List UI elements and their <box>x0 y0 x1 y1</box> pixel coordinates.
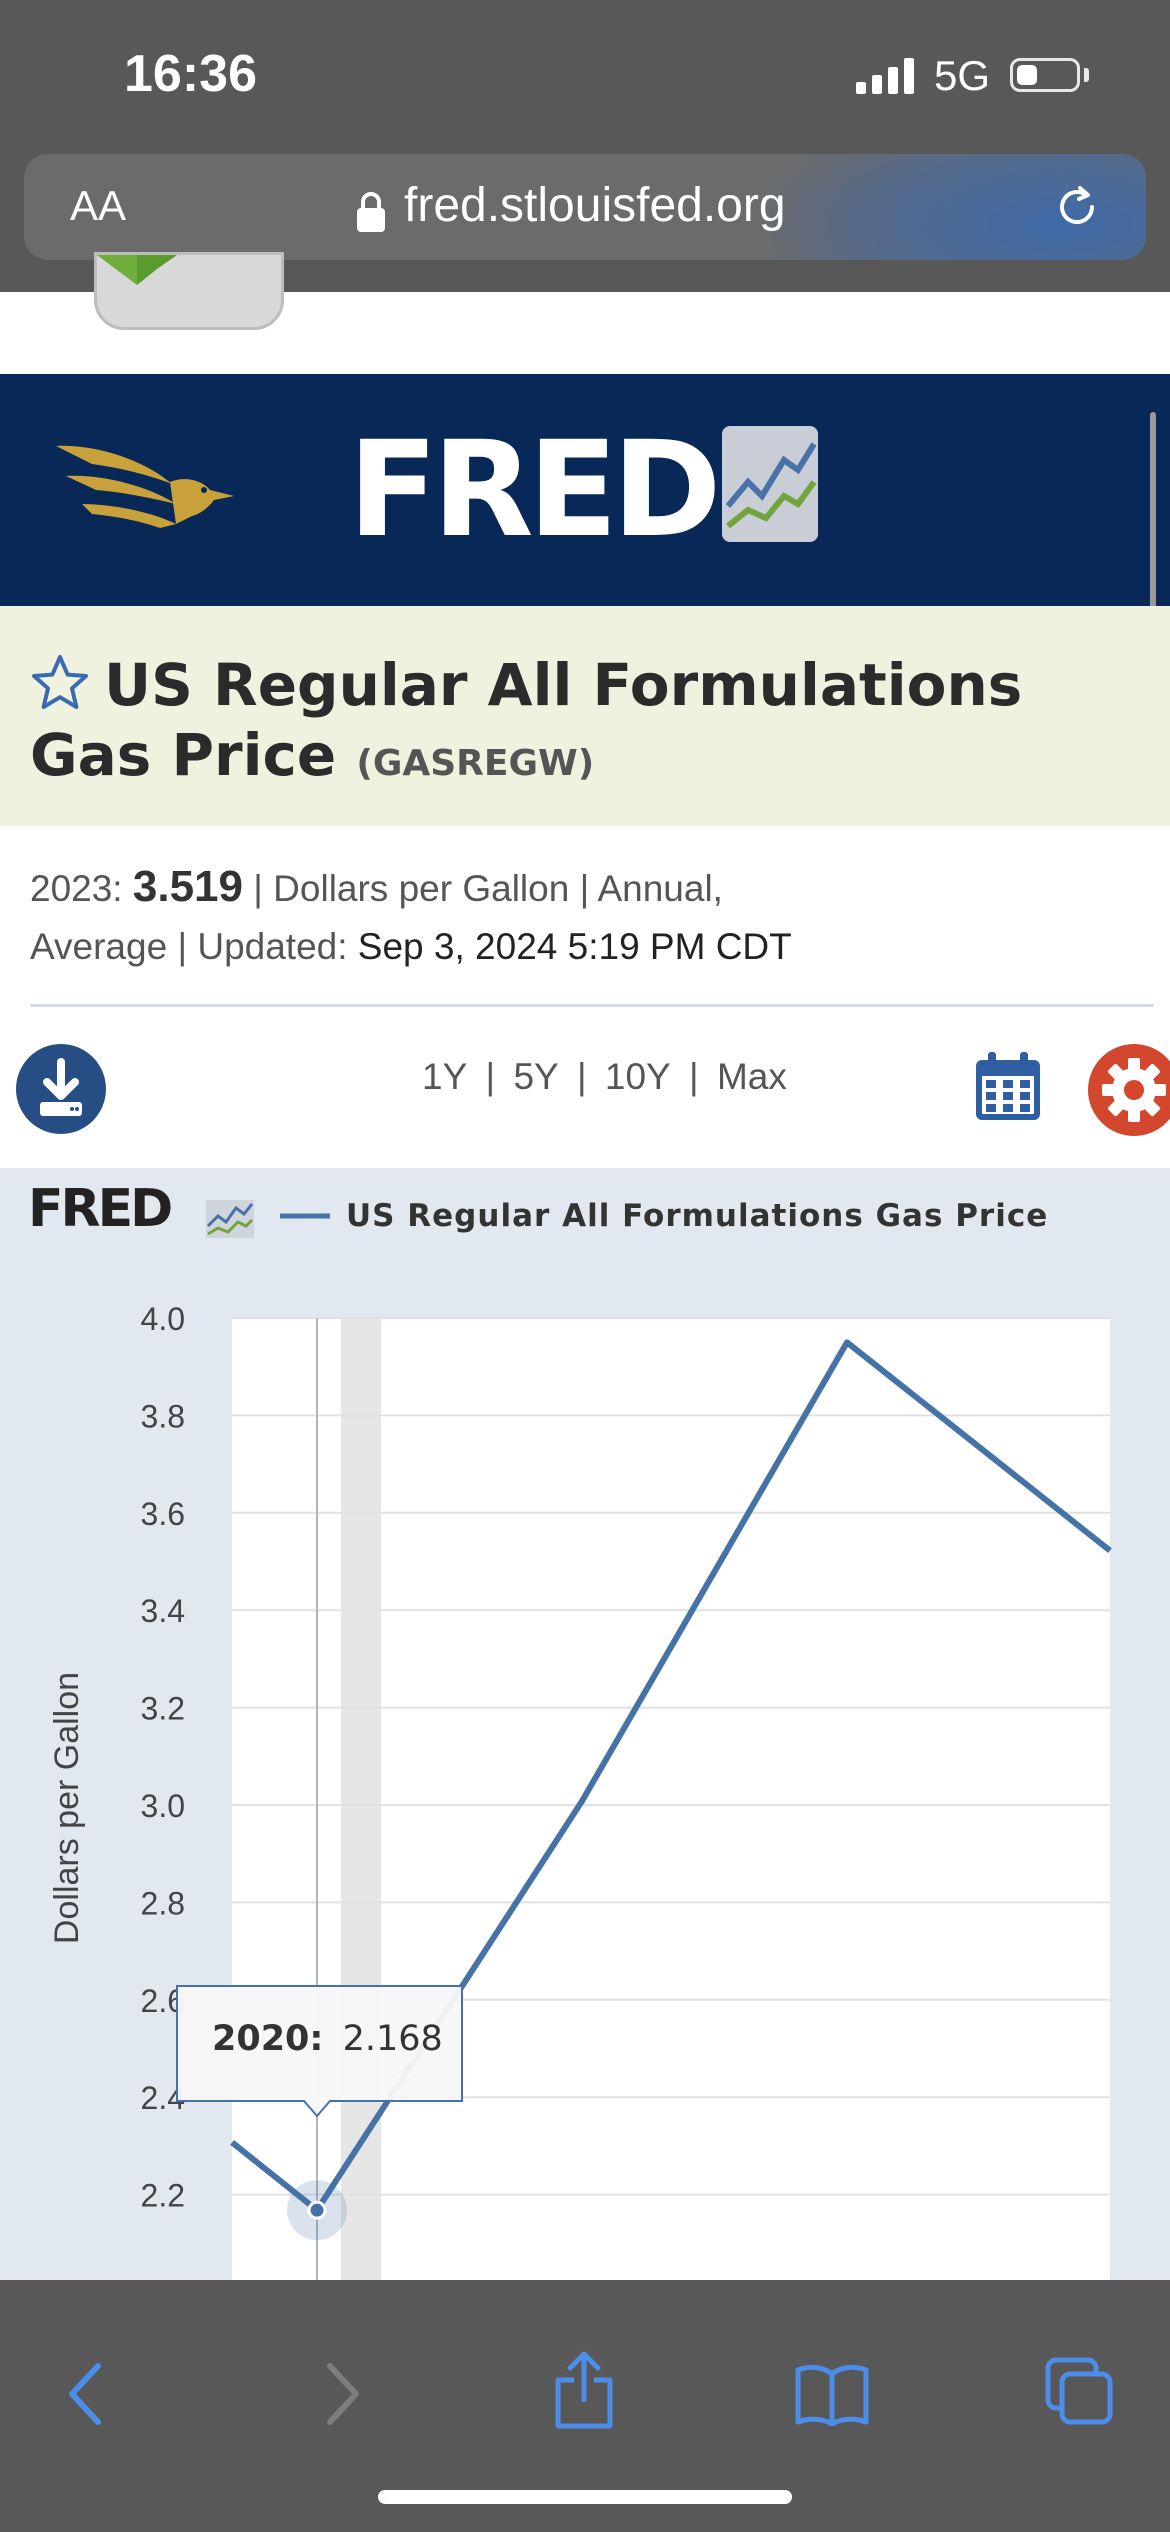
share-button[interactable] <box>552 2350 616 2435</box>
chevron-left-icon <box>69 2363 101 2425</box>
chart-fred-graph-icon <box>206 1200 254 1238</box>
chevron-right-icon <box>327 2363 359 2425</box>
series-meta: 2023: 3.519 | Dollars per Gallon | Annua… <box>30 858 1140 976</box>
gear-icon <box>1102 1058 1166 1122</box>
battery-icon <box>1010 58 1080 92</box>
meta-updated-value: Sep 3, 2024 5:19 PM CDT <box>357 926 792 967</box>
forward-button[interactable] <box>322 2362 362 2431</box>
legend-label: US Regular All Formulations Gas Price <box>346 1198 1048 1234</box>
status-time: 16:36 <box>124 45 257 103</box>
y-tick-label: 3.8 <box>141 1398 185 1434</box>
tooltip: 2020: 2.168 <box>176 1985 463 2118</box>
browser-top-chrome: 16:36 5G AA fred.stlouisfed.org <box>0 0 1170 292</box>
data-point-2020[interactable] <box>307 2200 327 2220</box>
title-band <box>0 606 1170 826</box>
tooltip-year: 2020: <box>212 2019 323 2059</box>
chart-svg: FRED US Regular All Formulations Gas Pri… <box>28 1179 1112 2280</box>
recession-shading <box>341 1318 381 2280</box>
divider <box>30 1004 1154 1007</box>
series-title-text: US Regular All Formulations Gas Price <box>30 651 1023 789</box>
y-tick-label: 2.2 <box>141 2178 185 2214</box>
home-indicator[interactable] <box>378 2490 792 2504</box>
meta-year: 2023: <box>30 868 123 909</box>
chart-fred-logo: FRED <box>28 1179 171 1239</box>
y-tick-label: 3.0 <box>141 1788 185 1824</box>
y-tick-label: 3.2 <box>141 1691 185 1727</box>
fred-logo[interactable]: FRED <box>348 424 722 556</box>
y-tick-label: 4.0 <box>141 1301 185 1337</box>
bookmarks-button[interactable] <box>794 2364 870 2431</box>
range-sep: | <box>577 1056 587 1097</box>
star-favorite-icon[interactable] <box>30 653 90 713</box>
eagle-logo-icon[interactable] <box>52 424 242 549</box>
back-button[interactable] <box>66 2362 106 2431</box>
download-button[interactable] <box>16 1044 106 1134</box>
lock-icon <box>354 190 388 239</box>
range-5y-link[interactable]: 5Y <box>513 1056 559 1097</box>
svg-text:2020: 2.168: 2020: 2.168 <box>212 2019 443 2059</box>
site-header: FRED <box>0 374 1170 898</box>
y-tick-label: 3.4 <box>141 1593 185 1629</box>
signal-icon <box>856 58 920 94</box>
text-size-button[interactable]: AA <box>70 182 126 230</box>
address-bar[interactable]: AA fred.stlouisfed.org <box>24 154 1146 260</box>
meta-frequency: Annual, <box>597 868 723 909</box>
tooltip-value: 2.168 <box>343 2019 443 2059</box>
meta-updated-label: Updated: <box>197 926 348 967</box>
fred-graph-icon <box>722 426 818 547</box>
tabs-icon <box>1045 2357 1113 2425</box>
meta-units: Dollars per Gallon <box>273 868 570 909</box>
tabs-button[interactable] <box>1044 2356 1114 2431</box>
series-line <box>230 1339 1112 2214</box>
range-1y-link[interactable]: 1Y <box>422 1056 468 1097</box>
y-tick-label: 3.6 <box>141 1496 185 1532</box>
series-code: (GASREGW) <box>356 743 595 784</box>
meta-aggregation: Average <box>30 926 168 967</box>
meta-latest-value: 3.519 <box>132 862 243 911</box>
text-size-label: AA <box>70 182 127 229</box>
share-icon <box>555 2351 613 2429</box>
book-icon <box>795 2364 869 2427</box>
meta-sep: | <box>579 868 590 909</box>
y-axis-title: Dollars per Gallon <box>48 1672 86 1944</box>
settings-gear-button[interactable] <box>1088 1044 1170 1136</box>
calendar-icon[interactable] <box>974 1052 1042 1127</box>
fred-logo-text: FRED <box>348 413 722 567</box>
app-badge-icon[interactable] <box>94 252 284 330</box>
url-text: fred.stlouisfed.org <box>404 179 786 232</box>
page-fragment <box>0 252 1170 374</box>
meta-sep: | <box>177 926 188 967</box>
y-tick-label: 2.8 <box>141 1885 185 1921</box>
range-links: 1Y | 5Y | 10Y | Max <box>418 1056 791 1098</box>
chart-area: FRED US Regular All Formulations Gas Pri… <box>0 1168 1170 2280</box>
y-tick-label: 2.0 <box>141 2275 185 2280</box>
reload-icon[interactable] <box>1050 180 1104 239</box>
range-max-link[interactable]: Max <box>716 1056 787 1097</box>
range-10y-link[interactable]: 10Y <box>604 1056 671 1097</box>
battery-tip <box>1084 68 1089 82</box>
network-label: 5G <box>934 52 991 99</box>
download-icon <box>40 1058 82 1116</box>
range-sep: | <box>485 1056 496 1097</box>
range-sep: | <box>689 1056 699 1097</box>
meta-sep: | <box>253 868 263 909</box>
series-title: US Regular All Formulations Gas Price (G… <box>30 650 1140 799</box>
